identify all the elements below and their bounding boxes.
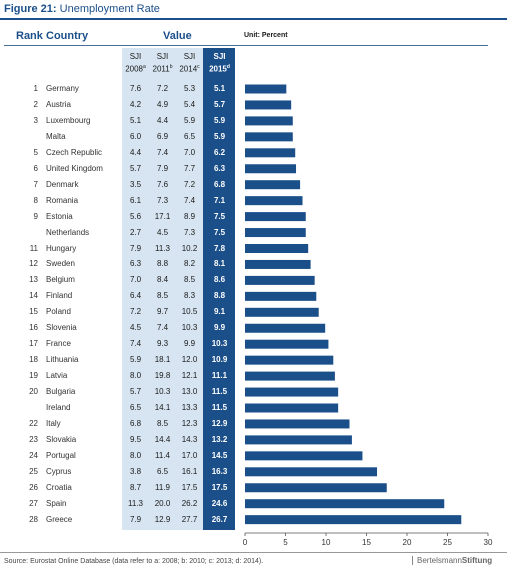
bar bbox=[245, 228, 306, 237]
bar bbox=[245, 372, 335, 381]
bar bbox=[245, 196, 303, 205]
bar bbox=[245, 260, 311, 269]
logo-part1: Bertelsmann bbox=[417, 556, 462, 565]
bar bbox=[245, 132, 293, 141]
bar bbox=[245, 515, 461, 524]
bar bbox=[245, 435, 352, 444]
x-tick-label: 25 bbox=[443, 538, 452, 547]
bar bbox=[245, 308, 319, 317]
logo-part2: Stiftung bbox=[462, 556, 492, 565]
source-note: Source: Eurostat Online Database (data r… bbox=[4, 558, 263, 565]
bar bbox=[245, 148, 295, 157]
x-tick-label: 20 bbox=[403, 538, 412, 547]
bar bbox=[245, 419, 349, 428]
x-tick-label: 15 bbox=[362, 538, 371, 547]
bar bbox=[245, 356, 333, 365]
bar bbox=[245, 404, 338, 413]
x-tick-label: 30 bbox=[484, 538, 493, 547]
footer-rule bbox=[0, 552, 507, 553]
bar bbox=[245, 100, 291, 109]
x-tick-label: 10 bbox=[322, 538, 331, 547]
bar bbox=[245, 324, 325, 333]
bar bbox=[245, 499, 444, 508]
x-tick-label: 0 bbox=[243, 538, 248, 547]
bar bbox=[245, 212, 306, 221]
bar bbox=[245, 164, 296, 173]
bar bbox=[245, 388, 338, 397]
bar bbox=[245, 116, 293, 125]
bar bbox=[245, 340, 328, 349]
bar bbox=[245, 292, 316, 301]
bar bbox=[245, 483, 387, 492]
bertelsmann-logo: BertelsmannStiftung bbox=[412, 556, 492, 565]
bar bbox=[245, 85, 286, 94]
bar bbox=[245, 467, 377, 476]
x-tick-label: 5 bbox=[283, 538, 288, 547]
bar bbox=[245, 244, 308, 253]
bar bbox=[245, 451, 362, 460]
bar bbox=[245, 276, 315, 285]
bar bbox=[245, 180, 300, 189]
